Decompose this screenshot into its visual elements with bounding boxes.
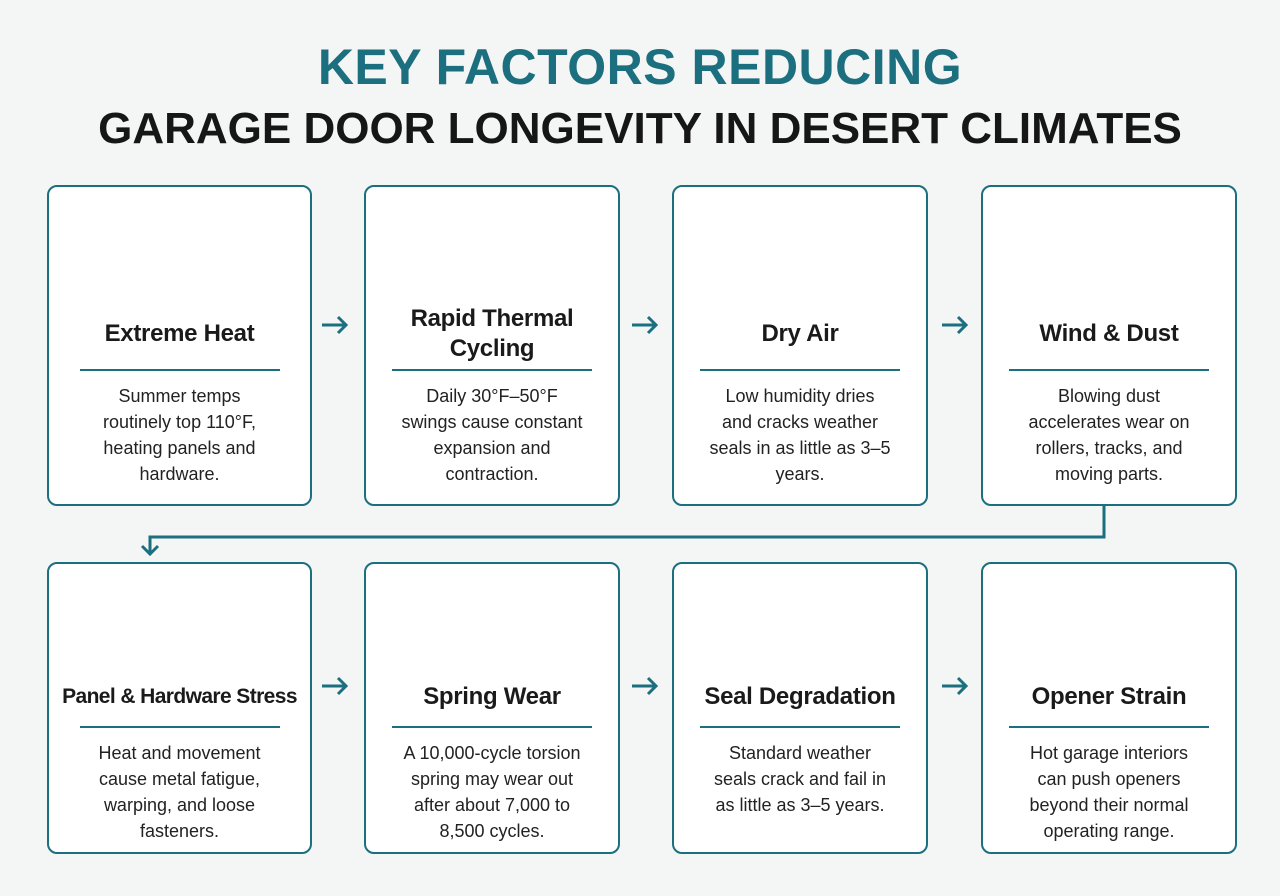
factor-card: Seal Degradation Standard weather seals c…	[672, 562, 928, 854]
card-body: Daily 30°F–50°F swings cause constant ex…	[401, 386, 583, 484]
arrow	[632, 315, 659, 335]
arrow	[942, 315, 969, 335]
card-body: A 10,000-cycle torsion spring may wear o…	[403, 743, 581, 841]
factor-card: Spring Wear A 10,000-cycle torsion spring…	[364, 562, 620, 854]
icon	[130, 572, 230, 672]
icon	[1059, 572, 1159, 672]
card-title: Opener Strain	[1031, 683, 1187, 710]
divider	[392, 369, 592, 371]
factor-card: Dry Air Low humidity dries and cracks wea…	[672, 185, 928, 506]
icon	[442, 572, 542, 672]
card-body: Hot garage interiors can push openers be…	[1029, 743, 1189, 841]
icon	[442, 203, 542, 303]
icon	[1059, 203, 1159, 303]
icon	[130, 203, 230, 303]
card-body: Summer temps routinely top 110°F, heatin…	[103, 386, 256, 484]
divider	[79, 726, 280, 728]
divider	[700, 369, 900, 371]
divider	[1009, 369, 1209, 371]
title-line2: GARAGE DOOR LONGEVITY IN DESERT CLIMATES	[98, 104, 1182, 153]
card-body: Low humidity dries and cracks weather se…	[709, 386, 891, 484]
title-line1: KEY FACTORS REDUCING	[317, 39, 963, 95]
factor-card: Rapid Thermal Cycling Daily 30°F–50°F swi…	[364, 185, 620, 506]
card-title: Rapid Thermal Cycling	[410, 305, 574, 362]
factor-card: Extreme Heat Summer temps routinely top 1…	[47, 185, 312, 506]
arrow	[322, 676, 349, 696]
icon	[750, 203, 850, 303]
card-title: Wind & Dust	[1039, 320, 1179, 347]
card-body: Standard weather seals crack and fail in…	[713, 743, 887, 815]
card-body: Heat and movement cause metal fatigue, w…	[98, 743, 261, 841]
icon	[750, 572, 850, 672]
divider	[1009, 726, 1209, 728]
arrow	[632, 676, 659, 696]
row-connector	[140, 506, 1106, 557]
card-title: Panel & Hardware Stress	[62, 685, 297, 708]
arrow	[942, 676, 969, 696]
factor-card: Panel & Hardware Stress Heat and movement…	[47, 562, 312, 854]
divider	[700, 726, 900, 728]
arrows	[140, 315, 1106, 696]
divider	[392, 726, 592, 728]
divider	[79, 369, 280, 371]
card-title: Dry Air	[761, 320, 839, 347]
card-title: Extreme Heat	[104, 320, 255, 347]
card-title: Seal Degradation	[704, 683, 896, 710]
factor-card: Opener Strain Hot garage interiors can pu…	[981, 562, 1237, 854]
arrow	[322, 315, 349, 335]
factor-card: Wind & Dust Blowing dust accelerates wear…	[981, 185, 1237, 506]
card-body: Blowing dust accelerates wear on rollers…	[1028, 386, 1190, 484]
card-title: Spring Wear	[423, 683, 561, 710]
